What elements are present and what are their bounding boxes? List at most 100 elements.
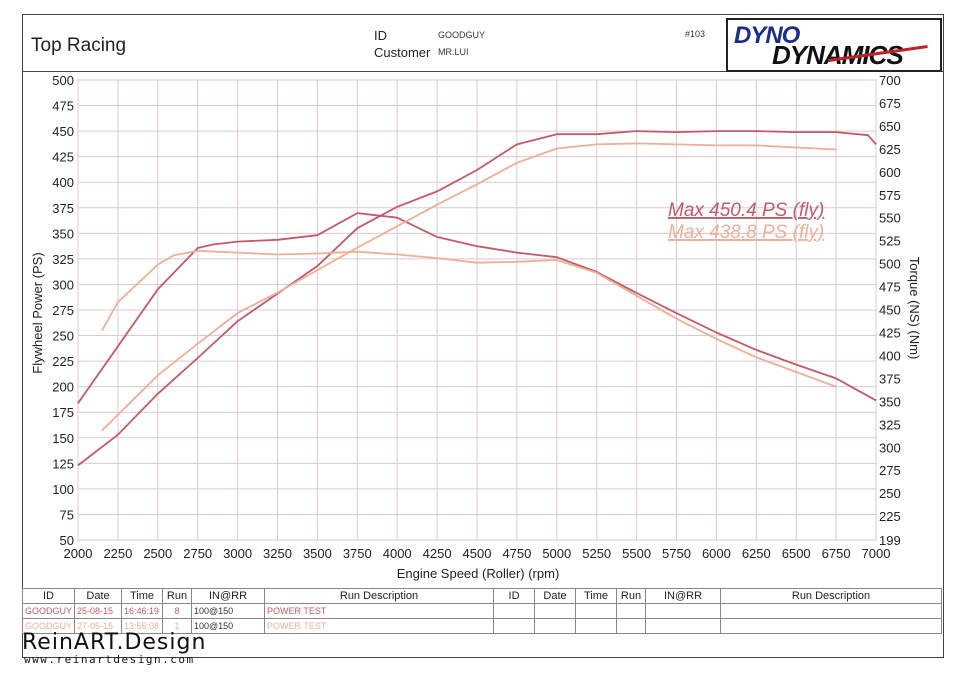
row2-id: GOODGUY <box>21 618 76 634</box>
y2-tick-label: 475 <box>879 280 901 295</box>
y-tick-label: 175 <box>52 405 74 420</box>
y2-tick-label: 300 <box>879 440 901 455</box>
table-row: GOODGUY 25-08-15 16:46:19 8 100@150 POWE… <box>21 603 942 619</box>
col-inrr-2: IN@RR <box>645 588 722 604</box>
col-inrr: IN@RR <box>191 588 266 604</box>
col-run: Run <box>162 588 193 604</box>
y-tick-label: 225 <box>52 354 74 369</box>
col-run-description: Run Description <box>264 588 495 604</box>
x-axis-label: Engine Speed (Roller) (rpm) <box>397 566 560 581</box>
row1-run: 8 <box>162 603 193 619</box>
y2-tick-label: 675 <box>879 96 901 111</box>
y-tick-label: 200 <box>52 380 74 395</box>
customer-label: Customer <box>374 45 431 60</box>
series-line-run2-torque <box>101 249 837 388</box>
col-run-2: Run <box>616 588 647 604</box>
y2-tick-label: 500 <box>879 257 901 272</box>
col-time: Time <box>121 588 164 604</box>
y2-tick-label: 575 <box>879 188 901 203</box>
y-tick-label: 125 <box>52 456 74 471</box>
sheet-header: Top Racing ID GOODGUY Customer MR.LUI #1… <box>23 15 943 72</box>
y2-tick-label: 250 <box>879 486 901 501</box>
x-tick-label: 6750 <box>822 546 851 561</box>
x-tick-label: 2250 <box>103 546 132 561</box>
watermark-url: www.reinartdesign.com <box>24 653 195 666</box>
y2-axis-label: Torque (NS) (Nm) <box>907 257 922 360</box>
row1-time: 16:46:19 <box>121 603 164 619</box>
x-tick-label: 5250 <box>582 546 611 561</box>
col-run-description-2: Run Description <box>720 588 942 604</box>
x-tick-label: 5000 <box>542 546 571 561</box>
x-tick-label: 3000 <box>223 546 252 561</box>
y2-tick-label: 375 <box>879 371 901 386</box>
page-title: Top Racing <box>31 35 127 56</box>
x-tick-label: 2000 <box>64 546 93 561</box>
max-power-annotation-run1: Max 450.4 PS (fly) <box>668 200 824 221</box>
col-id: ID <box>21 588 76 604</box>
y-tick-label: 75 <box>60 507 74 522</box>
col-date: Date <box>74 588 123 604</box>
dyno-dynamics-logo: DYNO DYNAMICS <box>726 18 942 72</box>
x-tick-label: 3250 <box>263 546 292 561</box>
y2-tick-label: 325 <box>879 417 901 432</box>
series-line-run2-power <box>101 142 837 432</box>
x-tick-label: 3500 <box>303 546 332 561</box>
x-tick-label: 2500 <box>143 546 172 561</box>
row2-time: 13:55:08 <box>121 618 164 634</box>
y-tick-label: 275 <box>52 303 74 318</box>
col-id-2: ID <box>493 588 536 604</box>
y2-tick-label: 400 <box>879 348 901 363</box>
y-axis-label: Flywheel Power (PS) <box>30 252 45 373</box>
x-tick-label: 5750 <box>662 546 691 561</box>
y2-tick-label: 199 <box>879 533 901 548</box>
y-tick-label: 100 <box>52 482 74 497</box>
table-row: GOODGUY 27-05-15 13:55:08 1 100@150 POWE… <box>21 618 942 634</box>
y-tick-label: 500 <box>52 73 74 88</box>
x-tick-label: 7000 <box>862 546 891 561</box>
y-tick-label: 450 <box>52 124 74 139</box>
y-tick-label: 325 <box>52 252 74 267</box>
y2-tick-label: 425 <box>879 325 901 340</box>
x-tick-label: 4750 <box>502 546 531 561</box>
y2-tick-label: 225 <box>879 509 901 524</box>
id-value: GOODGUY <box>438 30 486 40</box>
row1-id: GOODGUY <box>21 603 76 619</box>
y2-tick-label: 450 <box>879 303 901 318</box>
y2-tick-label: 275 <box>879 463 901 478</box>
x-tick-label: 6250 <box>742 546 771 561</box>
col-date-2: Date <box>534 588 577 604</box>
y-tick-label: 300 <box>52 277 74 292</box>
y-tick-label: 150 <box>52 431 74 446</box>
y2-tick-label: 525 <box>879 234 901 249</box>
series-line-run1-power <box>77 130 877 467</box>
y2-tick-label: 550 <box>879 211 901 226</box>
col-time-2: Time <box>575 588 618 604</box>
y2-tick-label: 350 <box>879 394 901 409</box>
y2-tick-label: 625 <box>879 142 901 157</box>
y-tick-label: 250 <box>52 329 74 344</box>
y-tick-label: 375 <box>52 201 74 216</box>
watermark-brand: ReinART.Design <box>22 630 207 655</box>
y2-tick-label: 650 <box>879 119 901 134</box>
x-tick-label: 4000 <box>383 546 412 561</box>
x-tick-label: 5500 <box>622 546 651 561</box>
x-tick-label: 6500 <box>782 546 811 561</box>
x-tick-label: 6000 <box>702 546 731 561</box>
run-number: #103 <box>685 29 706 39</box>
customer-value: MR.LUI <box>438 47 469 57</box>
x-tick-label: 3750 <box>343 546 372 561</box>
id-label: ID <box>374 28 387 43</box>
x-tick-label: 4500 <box>463 546 492 561</box>
y-tick-label: 350 <box>52 226 74 241</box>
row1-inrr: 100@150 <box>191 603 266 619</box>
x-tick-label: 4250 <box>423 546 452 561</box>
max-power-annotation-run2: Max 438.8 PS (fly) <box>668 222 824 243</box>
y2-tick-label: 700 <box>879 73 901 88</box>
runs-table: ID Date Time Run IN@RR Run Description I… <box>21 588 942 634</box>
y-tick-label: 400 <box>52 175 74 190</box>
y2-tick-label: 600 <box>879 165 901 180</box>
series-line-run1-torque <box>77 212 877 404</box>
y-tick-label: 475 <box>52 99 74 114</box>
logo-line2: DYNAMICS <box>772 40 904 70</box>
